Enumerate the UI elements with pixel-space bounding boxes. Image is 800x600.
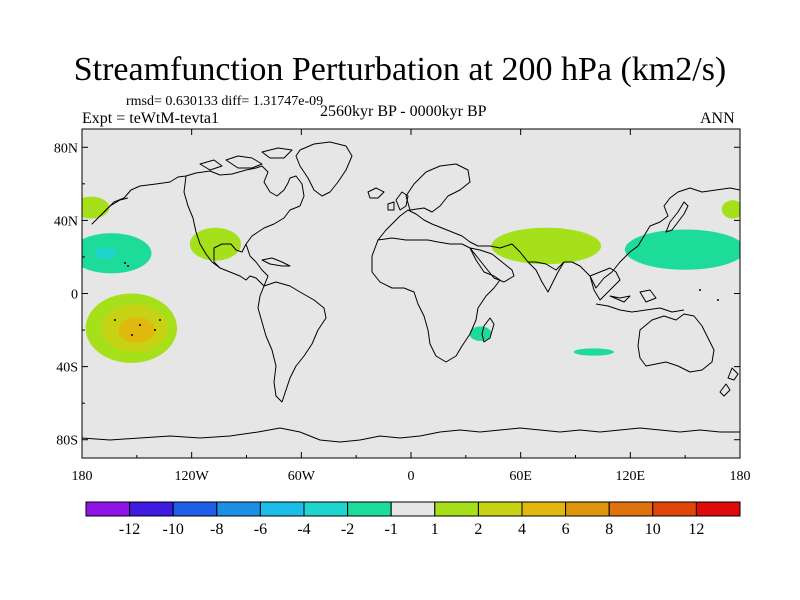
colorbar-box: [565, 501, 610, 517]
island-dot: [154, 329, 156, 331]
colorbar-box: [85, 501, 131, 517]
anomaly-mexico-high: [189, 227, 242, 261]
pacific-islands: [114, 262, 719, 336]
anomaly-madagascar-trough: [469, 326, 492, 342]
x-tick-label: 120W: [175, 469, 210, 484]
y-tick-label: 40S: [56, 361, 78, 376]
coast-iceland: [367, 187, 385, 199]
colorbar-box: [259, 501, 305, 517]
coast-antarctica: [82, 427, 740, 443]
rmsd-diff-stats: rmsd= 0.630133 diff= 1.31747e-09: [126, 94, 324, 109]
colorbar-box: [172, 501, 218, 517]
coast-alaska: [91, 197, 129, 225]
colorbar-box: [303, 501, 349, 517]
coastlines: [82, 141, 740, 443]
coast-caribbean: [261, 257, 291, 267]
coast-greenland: [295, 141, 353, 197]
coast-madagascar: [481, 317, 495, 343]
colorbar-label: -10: [163, 521, 184, 538]
x-tick-label: 180: [72, 469, 93, 484]
colorbar-label: -1: [385, 521, 398, 538]
coast-north-america-west: [183, 175, 221, 269]
colorbar-label: 2: [474, 521, 482, 538]
island-dot: [114, 319, 116, 321]
coast-arabia: [469, 247, 515, 283]
colorbar-box: [695, 501, 741, 517]
colorbar-label: 8: [605, 521, 613, 538]
colorbar-label: -2: [341, 521, 354, 538]
colorbar-box: [521, 501, 567, 517]
coast-north-america: [103, 165, 305, 287]
colorbar-box: [652, 501, 697, 517]
y-tick-label: 80S: [56, 434, 78, 449]
anomaly-asia-monsoon-high: [491, 227, 602, 265]
anomaly-north-pacific-west-high: [82, 196, 110, 219]
coast-central-america: [245, 243, 269, 287]
x-tick-label: 0: [408, 469, 415, 484]
colorbar-box: [477, 501, 523, 517]
anomaly-west-pacific-trough: [624, 229, 740, 270]
island-dot: [699, 289, 701, 291]
colorbar-box: [129, 501, 174, 517]
coast-new-zealand: [719, 367, 739, 397]
coast-india: [527, 261, 565, 293]
anomaly-south-pacific-high-core: [118, 317, 156, 343]
y-tick-label: 0: [71, 288, 78, 303]
coast-africa: [371, 237, 501, 363]
colorbar-label: 6: [562, 521, 570, 538]
anomaly-fills: [82, 196, 740, 363]
coast-arctic-islands: [199, 147, 293, 171]
coast-australia: [637, 313, 715, 373]
coast-japan: [665, 201, 689, 233]
period-subtitle: 2560kyr BP - 0000kyr BP: [320, 103, 487, 120]
colorbar-box: [347, 501, 392, 517]
x-axis: 180 120W 60W 0 60E 120E 180: [72, 129, 751, 484]
map-background: [82, 129, 740, 458]
x-tick-label: 60E: [509, 469, 532, 484]
chart-title: Streamfunction Perturbation at 200 hPa (…: [73, 51, 727, 88]
x-tick-label: 180: [730, 469, 751, 484]
coast-uk: [387, 191, 409, 211]
colorbar: -12 -10 -8 -6 -4 -2 -1 1 2 4 6 8 10 12: [85, 501, 741, 538]
island-dot: [159, 319, 161, 321]
colorbar-label: -4: [297, 521, 310, 538]
colorbar-label: 10: [645, 521, 661, 538]
season-label: ANN: [700, 110, 735, 127]
island-dot: [717, 299, 719, 301]
colorbar-label: 4: [518, 521, 526, 538]
colorbar-label: 1: [431, 521, 439, 538]
colorbar-label: -12: [119, 521, 140, 538]
coast-southeast-asia: [589, 267, 621, 301]
y-tick-label: 40N: [54, 214, 78, 229]
coast-scandinavia: [405, 163, 471, 213]
coast-indonesia: [595, 289, 685, 313]
colorbar-box: [216, 501, 261, 517]
island-dot: [127, 265, 129, 267]
island-dot: [131, 334, 133, 336]
colorbar-box: [608, 501, 654, 517]
x-tick-label: 120E: [616, 469, 646, 484]
colorbar-label: -6: [254, 521, 267, 538]
anomaly-indian-ocean-trough: [573, 348, 614, 356]
experiment-label: Expt = teWtM-tevta1: [82, 110, 219, 127]
anomaly-north-pacific-east-high: [721, 200, 740, 219]
colorbar-label: 12: [688, 521, 704, 538]
colorbar-box: [390, 501, 436, 517]
colorbar-box: [434, 501, 479, 517]
island-dot: [139, 324, 141, 326]
colorbar-label: -8: [210, 521, 223, 538]
coast-south-america: [257, 281, 327, 403]
y-tick-label: 80N: [54, 141, 78, 156]
island-dot: [124, 262, 126, 264]
y-axis: 80N 40N 0 40S 80S: [54, 141, 740, 449]
anomaly-hawaii-trough-core: [94, 247, 117, 259]
x-tick-label: 60W: [288, 469, 316, 484]
